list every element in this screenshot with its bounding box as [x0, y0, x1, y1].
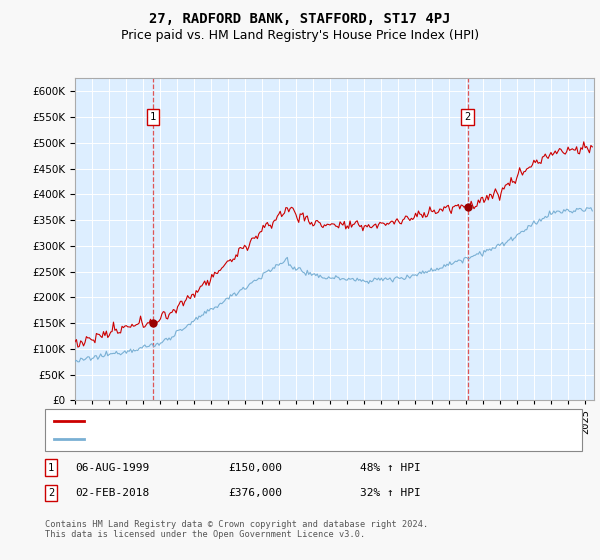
Text: HPI: Average price, detached house, Stafford: HPI: Average price, detached house, Staf… — [90, 434, 365, 444]
Text: 32% ↑ HPI: 32% ↑ HPI — [360, 488, 421, 498]
Text: Contains HM Land Registry data © Crown copyright and database right 2024.
This d: Contains HM Land Registry data © Crown c… — [45, 520, 428, 539]
Text: 06-AUG-1999: 06-AUG-1999 — [75, 463, 149, 473]
Text: Price paid vs. HM Land Registry's House Price Index (HPI): Price paid vs. HM Land Registry's House … — [121, 29, 479, 42]
Text: £376,000: £376,000 — [228, 488, 282, 498]
Text: 2: 2 — [464, 112, 471, 122]
Text: 48% ↑ HPI: 48% ↑ HPI — [360, 463, 421, 473]
Text: 02-FEB-2018: 02-FEB-2018 — [75, 488, 149, 498]
Text: 1: 1 — [150, 112, 156, 122]
Text: 27, RADFORD BANK, STAFFORD, ST17 4PJ: 27, RADFORD BANK, STAFFORD, ST17 4PJ — [149, 12, 451, 26]
Text: 27, RADFORD BANK, STAFFORD, ST17 4PJ (detached house): 27, RADFORD BANK, STAFFORD, ST17 4PJ (de… — [90, 416, 421, 426]
Text: 2: 2 — [48, 488, 54, 498]
Text: 1: 1 — [48, 463, 54, 473]
Text: £150,000: £150,000 — [228, 463, 282, 473]
